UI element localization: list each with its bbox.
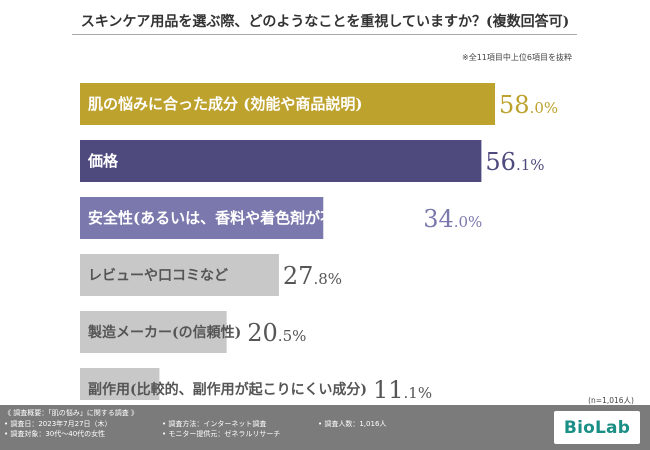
survey-target: • 調査対象：30代〜40代の女性 — [4, 430, 106, 438]
survey-col-3: • 調査人数：1,016人 — [318, 419, 386, 429]
bar-label-4: レビューや口コミなど — [88, 268, 228, 284]
survey-heading: 《 調査概要：「肌の悩み」に関する調査 》 — [4, 409, 138, 417]
bar-6 — [80, 368, 160, 400]
bar-label-3: 安全性(あるいは、香料や着色剤が不使用なもの) — [88, 209, 417, 227]
bar-2 — [80, 140, 482, 182]
value-label-6: 11.1% — [373, 376, 432, 400]
value-label-1: 58.0% — [499, 91, 558, 119]
value-label-3: 34.0% — [423, 205, 482, 233]
biolab-logo: BioLab — [554, 411, 640, 444]
bar-label-1: 肌の悩みに合った成分 (効能や商品説明) — [88, 95, 362, 113]
survey-method: • 調査方法：インターネット調査 — [162, 420, 267, 428]
value-label-2: 56.1% — [485, 148, 544, 176]
bar-label-6: 副作用(比較的、副作用が起こりにくい成分) — [88, 381, 367, 398]
value-label-4: 27.8% — [283, 262, 342, 290]
bar-1 — [80, 83, 495, 125]
chart-title: スキンケア用品を選ぶ際、どのようなことを重視していますか？(複数回答可) — [80, 14, 570, 30]
survey-count: • 調査人数：1,016人 — [318, 420, 387, 428]
bar-4 — [80, 254, 279, 296]
bar-5 — [80, 311, 227, 353]
value-label-5: 20.5% — [247, 319, 306, 347]
survey-footer: 《 調査概要：「肌の悩み」に関する調査 》 • 調査日：2023年7月27日（木… — [0, 405, 650, 450]
bar-chart: 肌の悩みに合った成分 (効能や商品説明) 58.0% 価格 56.1% 安全性(あるいは… — [80, 83, 558, 400]
bar-label-5: 製造メーカー(の信頼性) — [87, 324, 241, 341]
bar-3 — [80, 197, 324, 239]
survey-col-1: • 調査日：2023年7月27日（木） • 調査対象：30代〜40代の女性 — [4, 419, 112, 439]
title-underline — [72, 34, 577, 35]
chart-note: ※全11項目中上位6項目を抜粋 — [462, 53, 572, 62]
sample-size: (n=1,016人) — [588, 396, 634, 405]
survey-date: • 調査日：2023年7月27日（木） — [4, 420, 112, 428]
survey-col-2: • 調査方法：インターネット調査 • モニター提供元：ゼネラルリサーチ — [162, 419, 280, 439]
survey-provider: • モニター提供元：ゼネラルリサーチ — [162, 430, 281, 438]
bar-label-2: 価格 — [87, 152, 119, 170]
